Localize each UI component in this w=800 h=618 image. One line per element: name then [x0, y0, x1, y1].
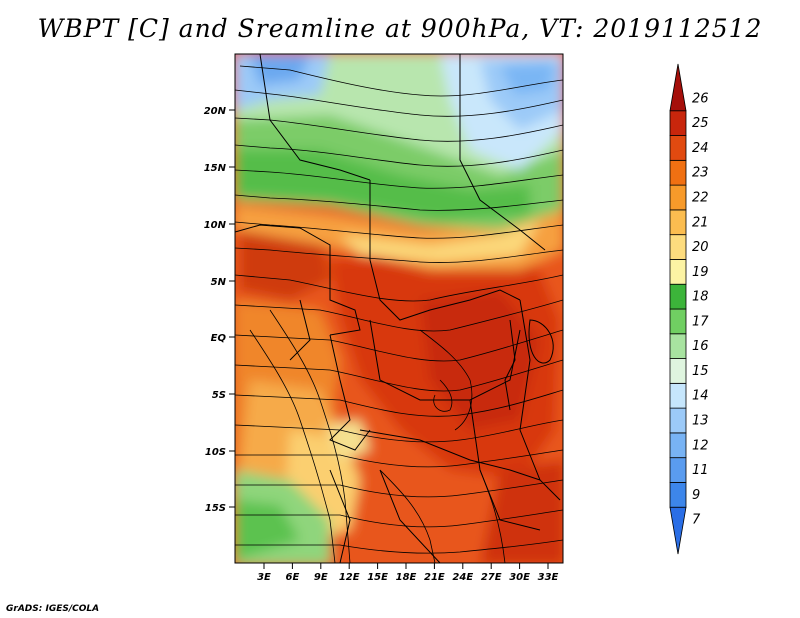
colorbar: 7 9 11 12 13 14 15 16 17 18 19 20 21 22 23 24 25 26: [669, 63, 709, 555]
map-title: WBPT [C] and Sreamline at 900hPa, VT: 20…: [37, 14, 763, 43]
colorbar-label: 12: [692, 438, 709, 453]
colorbar-segment: [669, 382, 687, 409]
colorbar-segment: [669, 407, 687, 434]
colorbar-label: 22: [692, 191, 709, 206]
colorbar-segment: [669, 358, 687, 384]
colorbar-label: 25: [692, 116, 709, 131]
plot-frame: [234, 53, 564, 564]
colorbar-label: 19: [692, 265, 709, 280]
colorbar-segment: [669, 259, 687, 285]
colorbar-segment: [669, 63, 687, 112]
lat-tick-label: 15N: [204, 163, 227, 174]
colorbar-label: 24: [692, 141, 709, 156]
colorbar-segment: [669, 184, 687, 211]
colorbar-segment: [669, 234, 687, 260]
lat-tick-label: 10N: [204, 220, 227, 231]
colorbar-label: 11: [692, 463, 709, 478]
streamlines: [235, 65, 563, 563]
lat-tick-label: 20N: [204, 106, 227, 117]
lon-tick-label: 27E: [481, 572, 502, 583]
grads-credit: GrADS: IGES/COLA: [6, 604, 100, 614]
lat-tick-label: 5N: [211, 277, 227, 288]
axes: 20N 15N 10N 5N EQ 5S 10S 15S 3E 6E 9E 12E 15E 18E 21E 2…: [204, 106, 559, 583]
colorbar-segment: [669, 159, 687, 186]
colorbar-segment: [669, 110, 687, 136]
colorbar-label: 23: [692, 166, 709, 181]
colorbar-label: 21: [692, 215, 709, 230]
colorbar-label: 20: [692, 240, 709, 255]
lon-tick-label: 3E: [257, 572, 271, 583]
colorbar-label: 7: [692, 513, 701, 528]
colorbar-segment: [669, 135, 687, 161]
colorbar-segment: [669, 506, 687, 555]
lat-tick-label: 5S: [212, 390, 226, 401]
colorbar-segment: [669, 209, 687, 236]
lon-tick-label: 12E: [339, 572, 360, 583]
lat-tick-label: 15S: [205, 503, 226, 514]
lon-tick-label: 30E: [509, 572, 530, 583]
lat-tick-label: 10S: [205, 447, 226, 458]
colorbar-label: 16: [692, 339, 709, 354]
lon-tick-label: 9E: [314, 572, 328, 583]
wbpt-field: [235, 54, 563, 563]
lon-tick-label: 6E: [286, 572, 300, 583]
lon-tick-label: 21E: [424, 572, 445, 583]
colorbar-segment: [669, 482, 687, 508]
colorbar-segment: [669, 308, 687, 335]
colorbar-label: 26: [692, 91, 709, 106]
lat-tick-label: EQ: [211, 333, 227, 344]
colorbar-segment: [669, 333, 687, 359]
lon-tick-label: 18E: [396, 572, 417, 583]
colorbar-label: 18: [692, 290, 709, 305]
colorbar-label: 14: [692, 389, 709, 404]
lon-tick-label: 15E: [367, 572, 388, 583]
colorbar-label: 13: [692, 414, 709, 429]
lon-tick-label: 33E: [538, 572, 559, 583]
colorbar-label: 9: [692, 488, 700, 503]
colorbar-segment: [669, 283, 687, 310]
country-borders: [235, 54, 561, 563]
colorbar-segment: [669, 457, 687, 483]
colorbar-label: 17: [692, 314, 709, 329]
lon-tick-label: 24E: [452, 572, 473, 583]
colorbar-segment: [669, 432, 687, 459]
colorbar-label: 15: [692, 364, 709, 379]
